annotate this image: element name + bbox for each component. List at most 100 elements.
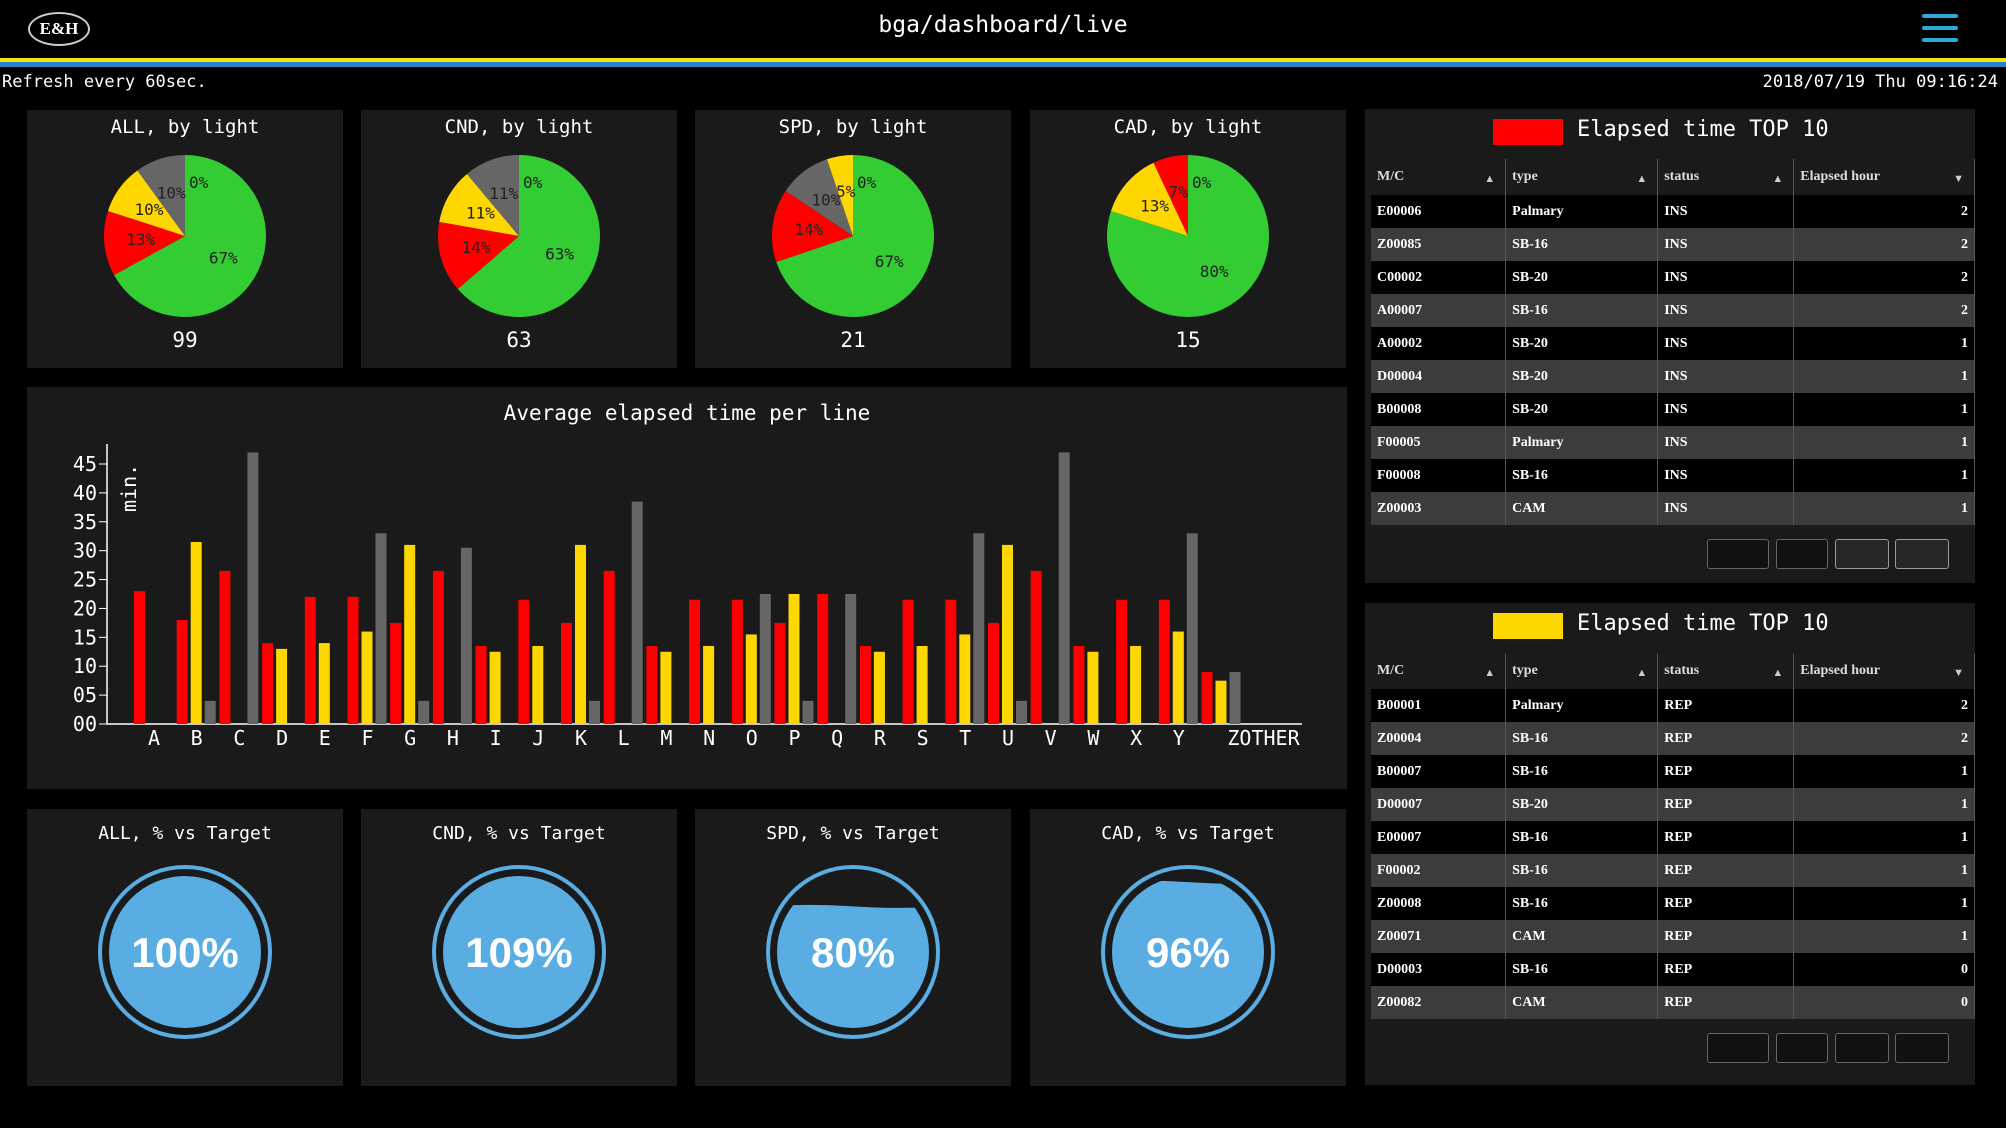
bar-red (689, 599, 701, 724)
sort-desc-icon[interactable]: ▼ (1953, 667, 1964, 679)
table-cell: SB-16 (1505, 459, 1659, 492)
bar-red (347, 596, 359, 724)
table-row[interactable]: Z00008 SB-16 REP 1 (1371, 887, 1975, 920)
gauge-title: SPD, % vs Target (766, 823, 940, 844)
bar-yellow (1215, 680, 1227, 724)
table-row[interactable]: F00005 Palmary INS 1 (1371, 426, 1975, 459)
bar-yellow (1130, 646, 1142, 724)
table-row[interactable]: D00007 SB-20 REP 1 (1371, 788, 1975, 821)
gauge-fill (443, 876, 595, 1028)
sort-desc-icon[interactable]: ▼ (1953, 173, 1964, 185)
table-cell: REP (1657, 788, 1795, 821)
pager-prev-button[interactable] (1776, 1033, 1828, 1063)
bar-yellow (489, 651, 501, 724)
pager (1365, 1028, 1975, 1068)
pie-slice-red (104, 210, 185, 276)
x-tick-label: Q (831, 726, 843, 750)
table-row[interactable]: Z00071 CAM REP 1 (1371, 920, 1975, 953)
pager-last-button[interactable] (1895, 539, 1949, 569)
table-row[interactable]: F00008 SB-16 INS 1 (1371, 459, 1975, 492)
table-row[interactable]: B00008 SB-20 INS 1 (1371, 393, 1975, 426)
pie-label: 14% (794, 220, 823, 239)
bar-red (1158, 599, 1170, 724)
column-header[interactable]: status ▲ (1657, 159, 1795, 195)
pager-prev-button[interactable] (1776, 539, 1828, 569)
table-row[interactable]: D00003 SB-16 REP 0 (1371, 953, 1975, 986)
table-row[interactable]: Z00004 SB-16 REP 2 (1371, 722, 1975, 755)
bar-yellow (660, 651, 672, 724)
refresh-text: Refresh every 60sec. (2, 72, 207, 92)
table-row[interactable]: D00004 SB-20 INS 1 (1371, 360, 1975, 393)
y-tick-label: 35 (73, 510, 97, 534)
table-title: Elapsed time TOP 10 (1577, 611, 1829, 636)
table-row[interactable]: Z00003 CAM INS 1 (1371, 492, 1975, 525)
table-cell: 1 (1793, 887, 1975, 920)
column-header[interactable]: type ▲ (1505, 653, 1659, 689)
x-tick-label: V (1045, 726, 1057, 750)
table-cell: E00007 (1371, 821, 1507, 854)
column-header[interactable]: Elapsed hour ▼ (1793, 653, 1975, 689)
column-header[interactable]: type ▲ (1505, 159, 1659, 195)
bar-red (432, 570, 444, 724)
hamburger-menu-icon[interactable] (1922, 14, 1958, 44)
table-cell: REP (1657, 689, 1795, 722)
x-tick-label: A (148, 726, 160, 750)
y-tick-label: 25 (73, 568, 97, 592)
table-row[interactable]: A00007 SB-16 INS 2 (1371, 294, 1975, 327)
sort-asc-icon[interactable]: ▲ (1484, 173, 1496, 185)
table-cell: F00005 (1371, 426, 1507, 459)
bar-gray (247, 452, 259, 724)
pager-next-button[interactable] (1835, 539, 1889, 569)
table-cell: 1 (1793, 426, 1975, 459)
sort-asc-icon[interactable]: ▲ (1772, 667, 1784, 679)
table-row[interactable]: B00007 SB-16 REP 1 (1371, 755, 1975, 788)
table-row[interactable]: B00001 Palmary REP 2 (1371, 689, 1975, 722)
table-row[interactable]: Z00082 CAM REP 0 (1371, 986, 1975, 1019)
table-cell: INS (1657, 492, 1795, 525)
table-cell: SB-20 (1505, 393, 1659, 426)
pager-first-button[interactable] (1707, 1033, 1769, 1063)
gauge-fill (1112, 880, 1264, 1028)
sort-asc-icon[interactable]: ▲ (1636, 173, 1648, 185)
column-header-label: M/C (1377, 169, 1405, 184)
gauge-panel-all: ALL, % vs Target 100% (27, 809, 343, 1086)
table-cell: REP (1657, 722, 1795, 755)
column-header[interactable]: Elapsed hour ▼ (1793, 159, 1975, 195)
table-cell: A00007 (1371, 294, 1507, 327)
table-row[interactable]: A00002 SB-20 INS 1 (1371, 327, 1975, 360)
table-cell: SB-16 (1505, 755, 1659, 788)
x-tick-label: R (874, 726, 887, 750)
bar-yellow (190, 542, 202, 724)
table-row[interactable]: F00002 SB-16 REP 1 (1371, 854, 1975, 887)
table-cell: SB-20 (1505, 261, 1659, 294)
header-stripe-yellow (0, 58, 2006, 62)
table-cell: 0 (1793, 986, 1975, 1019)
table-cell: CAM (1505, 986, 1659, 1019)
sort-asc-icon[interactable]: ▲ (1484, 667, 1496, 679)
x-tick-label: K (575, 726, 587, 750)
bar-red (646, 646, 658, 724)
table-row[interactable]: Z00085 SB-16 INS 2 (1371, 228, 1975, 261)
bar-gray (460, 547, 472, 724)
pie-panel-spd: SPD, by light 67% 14% 10% 5% 0% 21 (695, 110, 1011, 368)
table-row[interactable]: C00002 SB-20 INS 2 (1371, 261, 1975, 294)
table-header-row: M/C ▲ type ▲ status ▲ Elapsed hour ▼ (1371, 653, 1975, 689)
pager-first-button[interactable] (1707, 539, 1769, 569)
table-cell: D00007 (1371, 788, 1507, 821)
sort-asc-icon[interactable]: ▲ (1636, 667, 1648, 679)
bar-red (390, 622, 402, 724)
x-tick-label: ZOTHER (1227, 726, 1300, 750)
column-header-label: type (1512, 663, 1538, 678)
column-header[interactable]: status ▲ (1657, 653, 1795, 689)
column-header[interactable]: M/C ▲ (1371, 159, 1507, 195)
table-row[interactable]: E00007 SB-16 REP 1 (1371, 821, 1975, 854)
table-row[interactable]: E00006 Palmary INS 2 (1371, 195, 1975, 228)
pager-last-button[interactable] (1895, 1033, 1949, 1063)
pie-label: 80% (1200, 262, 1229, 281)
page-title: bga/dashboard/live (878, 12, 1128, 38)
column-header[interactable]: M/C ▲ (1371, 653, 1507, 689)
pager-next-button[interactable] (1835, 1033, 1889, 1063)
table-cell: Z00071 (1371, 920, 1507, 953)
sort-asc-icon[interactable]: ▲ (1772, 173, 1784, 185)
bar-red (859, 646, 871, 724)
